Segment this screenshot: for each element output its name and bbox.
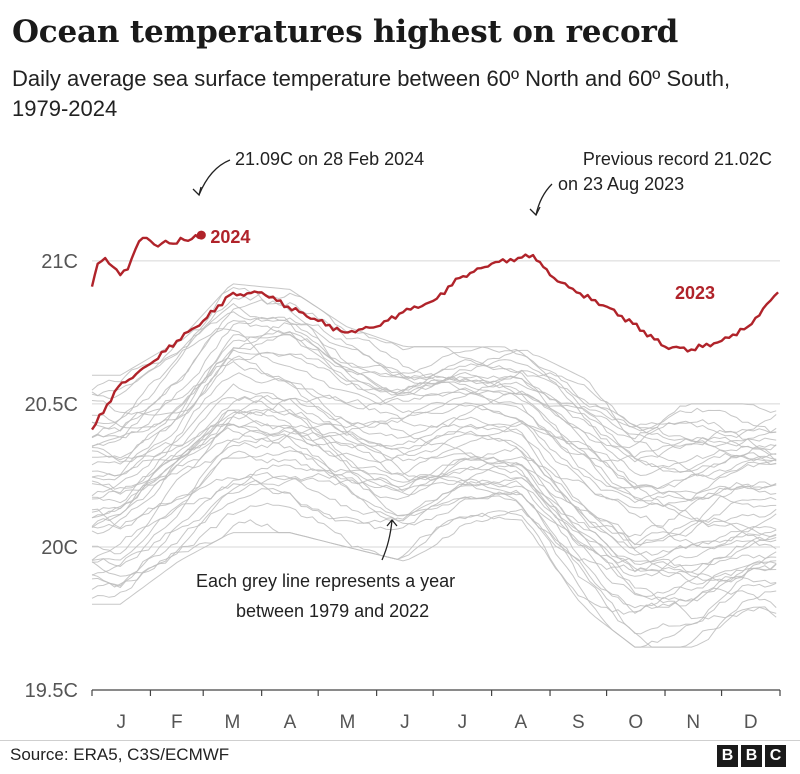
grey-year-line xyxy=(92,400,777,601)
grey-year-line xyxy=(91,479,777,614)
highlight-lines-layer xyxy=(90,230,779,431)
x-tick-label: O xyxy=(628,712,643,733)
annotation-grey-lines: Each grey line represents a year xyxy=(196,571,455,591)
grey-year-line xyxy=(91,429,777,635)
arrow-2024-peak xyxy=(198,159,231,196)
grey-year-line xyxy=(92,422,777,495)
grey-year-line xyxy=(91,409,777,577)
bbc-logo-letter: C xyxy=(765,745,786,767)
annotation-2023-record-date: on 23 Aug 2023 xyxy=(558,174,684,194)
y-tick-label: 19.5C xyxy=(25,680,78,702)
chart-svg: 19.5C 20C 20.5C 21C J F M A M J J A S O N D 2024 2023 21.… xyxy=(25,149,781,733)
annotation-grey-lines-range: between 1979 and 2022 xyxy=(236,601,429,621)
grey-year-line xyxy=(91,408,777,578)
grey-year-line xyxy=(91,502,777,609)
y-tick-label: 21C xyxy=(41,251,78,273)
arrow-2024-peak-head xyxy=(192,186,202,197)
x-tick-label: M xyxy=(225,712,241,733)
x-tick-label: N xyxy=(686,712,700,733)
grey-year-line xyxy=(91,472,777,648)
grey-year-line xyxy=(91,316,777,502)
series-label-2024: 2024 xyxy=(210,227,250,247)
grey-year-line xyxy=(91,330,777,490)
arrow-2023-record-head xyxy=(529,206,541,217)
grey-year-line xyxy=(91,283,777,463)
arrow-2023-record xyxy=(535,183,553,216)
source-note: Source: ERA5, C3S/ECMWF xyxy=(10,745,230,764)
chart-title: Ocean temperatures highest on record xyxy=(12,14,679,50)
grey-year-line xyxy=(91,395,777,546)
grey-year-line xyxy=(91,383,777,508)
arrow-grey-lines-head xyxy=(386,518,398,527)
series-label-2023: 2023 xyxy=(675,283,715,303)
x-tick-label: M xyxy=(339,712,355,733)
grey-year-line xyxy=(91,427,777,572)
annotation-2023-record: Previous record 21.02C xyxy=(583,149,772,169)
x-tick-label: A xyxy=(514,712,527,733)
footer-divider xyxy=(0,740,800,741)
y-tick-label: 20.5C xyxy=(25,394,78,416)
x-tick-label: J xyxy=(116,712,126,733)
grey-year-line xyxy=(91,334,777,481)
grey-year-line xyxy=(92,299,777,439)
grey-year-line xyxy=(91,390,777,477)
bbc-logo: B B C xyxy=(717,745,786,767)
grey-year-line xyxy=(91,352,777,447)
annotation-layer: 2024 2023 21.09C on 28 Feb 2024 Previous re… xyxy=(192,149,772,621)
chart-subtitle: Daily average sea surface temperature be… xyxy=(12,66,731,121)
annotation-2024-peak: 21.09C on 28 Feb 2024 xyxy=(235,149,424,169)
grey-year-line xyxy=(91,286,777,440)
grey-year-line xyxy=(91,455,777,556)
grey-year-line xyxy=(91,476,777,566)
series-endpoint-2024 xyxy=(196,230,206,240)
x-tick-label: D xyxy=(744,712,758,733)
grey-year-line xyxy=(91,331,777,468)
series-line-2023 xyxy=(91,253,779,431)
grid-layer xyxy=(92,260,780,548)
bbc-logo-letter: B xyxy=(741,745,762,767)
arrow-grey-lines xyxy=(381,519,393,561)
grey-year-line xyxy=(91,319,777,490)
grey-year-line xyxy=(91,420,777,585)
grey-year-line xyxy=(91,396,777,526)
bbc-logo-letter: B xyxy=(717,745,738,767)
grey-year-line xyxy=(91,328,777,462)
y-tick-label: 20C xyxy=(41,537,78,559)
grey-year-line xyxy=(91,512,777,615)
grey-year-line xyxy=(91,306,777,434)
grey-year-line xyxy=(91,464,777,648)
x-tick-label: J xyxy=(458,712,468,733)
x-tick-label: A xyxy=(284,712,297,733)
x-tick-label: J xyxy=(400,712,410,733)
grey-year-line xyxy=(91,349,777,507)
axis-layer: 19.5C 20C 20.5C 21C J F M A M J J A S O N D xyxy=(25,251,781,733)
grey-year-line xyxy=(91,292,777,452)
grey-year-line xyxy=(91,450,777,598)
x-tick-label: S xyxy=(572,712,585,733)
grey-year-line xyxy=(91,471,777,620)
grey-year-line xyxy=(91,467,777,584)
x-tick-label: F xyxy=(171,712,183,733)
grey-lines-layer xyxy=(91,283,777,648)
grey-year-line xyxy=(91,430,777,548)
series-line-2024 xyxy=(90,233,203,287)
